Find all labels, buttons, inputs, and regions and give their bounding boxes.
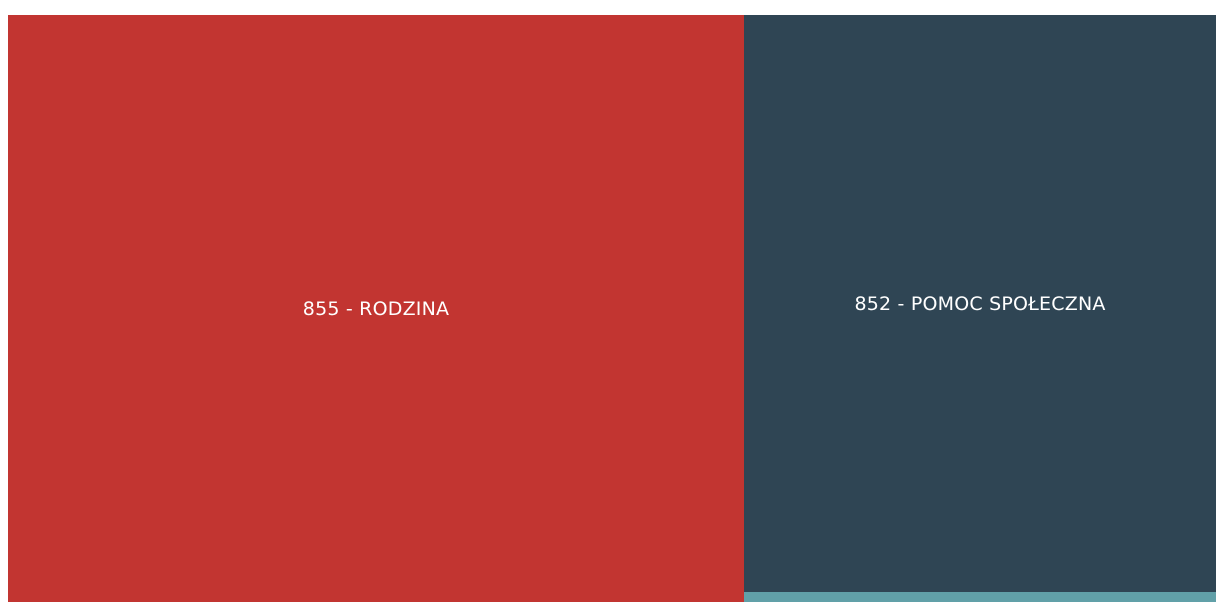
tile[interactable]: 852 - POMOC SPOŁECZNA [744, 15, 1216, 592]
tile-label: 855 - RODZINA [302, 297, 450, 320]
tile[interactable]: 855 - RODZINA [8, 15, 744, 602]
tile-label: 852 - POMOC SPOŁECZNA [854, 292, 1106, 315]
tile[interactable] [744, 592, 1216, 602]
